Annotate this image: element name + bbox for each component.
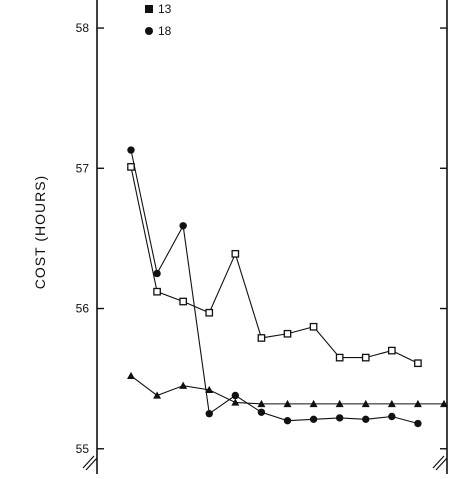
data-point-square bbox=[309, 322, 318, 331]
data-point-triangle bbox=[440, 399, 448, 408]
y-tick-label: 55 bbox=[76, 442, 90, 456]
data-point-triangle bbox=[179, 381, 188, 389]
legend-label: 13 bbox=[158, 2, 172, 16]
legend-label: 18 bbox=[158, 24, 172, 38]
axes bbox=[82, 0, 448, 474]
y-tick-label: 58 bbox=[76, 21, 90, 35]
data-point-circle bbox=[283, 417, 292, 425]
data-point-circle bbox=[153, 269, 161, 278]
data-point-triangle bbox=[335, 399, 344, 408]
legend-item: 18 bbox=[145, 24, 172, 38]
y-tick-label: 56 bbox=[76, 302, 90, 316]
data-point-circle bbox=[231, 391, 240, 400]
data-point-triangle bbox=[283, 399, 292, 408]
data-point-square bbox=[179, 297, 188, 306]
data-point-triangle bbox=[205, 385, 214, 394]
data-point-circle bbox=[388, 412, 396, 421]
data-point-square bbox=[335, 353, 344, 362]
data-point-circle bbox=[362, 415, 370, 424]
data-point-triangle bbox=[309, 399, 318, 408]
data-point-circle bbox=[335, 414, 344, 422]
data-point-circle bbox=[414, 419, 422, 428]
legend-marker-square bbox=[145, 5, 153, 13]
data-point-circle bbox=[205, 409, 213, 418]
data-point-circle bbox=[179, 222, 187, 230]
y-axis-label: COST (HOURS) bbox=[32, 175, 48, 289]
data-point-square bbox=[387, 346, 396, 355]
data-point-square bbox=[231, 249, 240, 258]
series-triangle bbox=[127, 371, 448, 408]
data-point-square bbox=[153, 287, 161, 296]
axis-break-marker bbox=[82, 455, 448, 471]
series-line-triangle bbox=[130, 375, 444, 405]
data-point-circle bbox=[127, 146, 135, 154]
data-point-triangle bbox=[153, 391, 162, 399]
series-square bbox=[127, 163, 422, 368]
series-line-square bbox=[130, 166, 419, 364]
data-point-square bbox=[127, 163, 135, 171]
data-point-triangle bbox=[413, 399, 422, 408]
series-line-circle bbox=[130, 149, 419, 425]
legend-item: 13 bbox=[145, 2, 172, 16]
data-point-triangle bbox=[387, 399, 396, 408]
legend: 13 18 bbox=[145, 2, 172, 38]
data-point-circle bbox=[257, 408, 266, 416]
data-point-triangle bbox=[231, 398, 240, 406]
data-point-triangle bbox=[361, 399, 370, 408]
data-point-square bbox=[361, 353, 370, 362]
data-point-triangle bbox=[257, 399, 266, 408]
series-circle bbox=[127, 146, 422, 428]
data-point-circle bbox=[309, 415, 318, 424]
data-point-triangle bbox=[127, 371, 135, 380]
data-point-square bbox=[205, 308, 214, 317]
data-point-square bbox=[257, 334, 266, 342]
data-point-square bbox=[414, 359, 422, 368]
y-ticks: 55 56 57 58 bbox=[76, 21, 447, 456]
series-layer bbox=[127, 146, 448, 428]
data-point-square bbox=[283, 329, 292, 338]
y-tick-label: 57 bbox=[76, 161, 90, 175]
legend-marker-circle bbox=[145, 27, 153, 35]
